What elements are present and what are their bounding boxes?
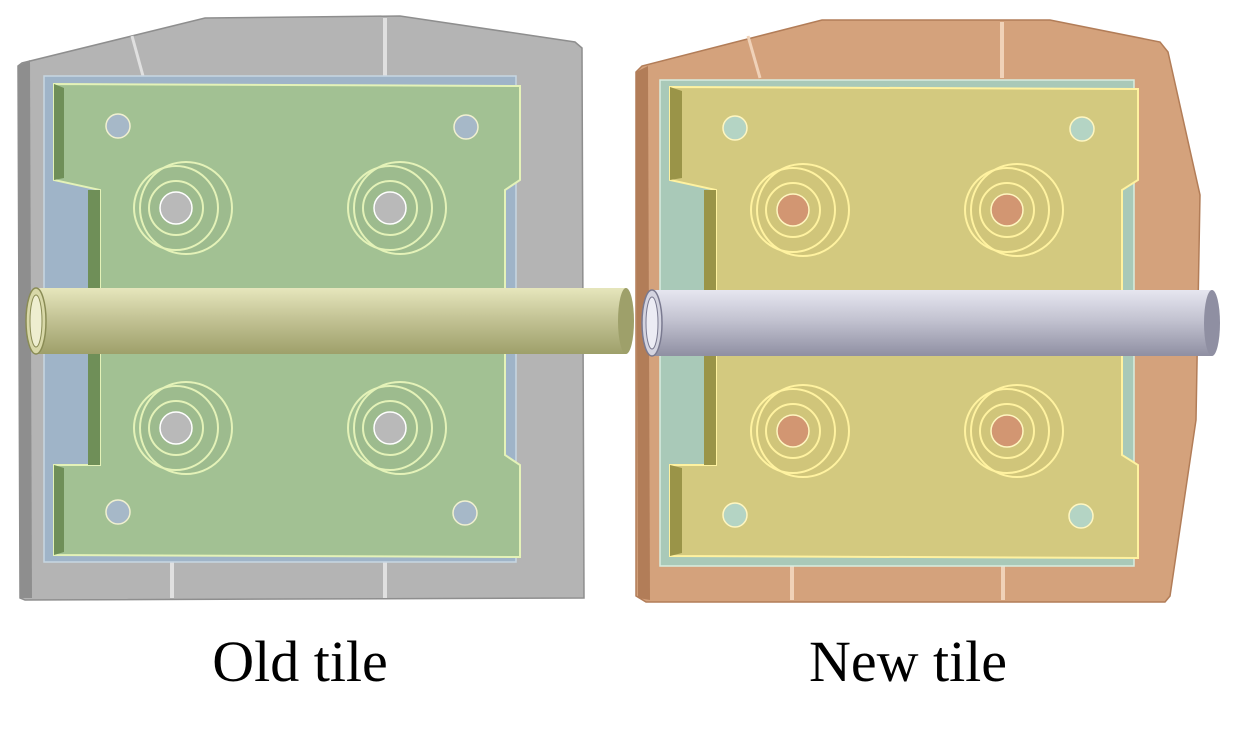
- new-tile-boss: [750, 163, 850, 257]
- old-tile-hole: [105, 499, 131, 525]
- new-tile-hole: [722, 502, 748, 528]
- old-tile-hole: [105, 113, 131, 139]
- new-tile-boss: [750, 384, 850, 478]
- old-tile-boss: [347, 161, 447, 255]
- old-tile-hole: [452, 500, 478, 526]
- new-tile-hole: [722, 115, 748, 141]
- new-tile-pipe: [641, 289, 1220, 357]
- new-tile-bosses: [750, 163, 1064, 478]
- new-tile-seam: [746, 35, 762, 79]
- new-tile-caption: New tile: [808, 629, 1008, 694]
- new-tile-boss: [964, 163, 1064, 257]
- new-tile-corner-holes: [722, 115, 1095, 529]
- old-tile-boss: [347, 381, 447, 475]
- old-tile-bosses: [133, 161, 447, 475]
- old-tile-boss: [133, 381, 233, 475]
- new-tile-front-plate-side: [670, 87, 716, 556]
- old-tile-pipe: [25, 287, 634, 355]
- new-tile-boss: [964, 384, 1064, 478]
- new-tile-hole: [1068, 503, 1094, 529]
- old-tile-assembly: [17, 15, 634, 601]
- old-tile-corner-holes: [105, 113, 479, 526]
- old-tile-hole: [453, 114, 479, 140]
- new-tile-hole: [1069, 116, 1095, 142]
- old-tile-caption: Old tile: [212, 629, 388, 694]
- old-tile-front-plate-side: [54, 84, 100, 555]
- old-tile-boss: [133, 161, 233, 255]
- new-tile-assembly: [635, 19, 1220, 603]
- old-tile-seam: [130, 35, 145, 77]
- old-tile-housing-left-edge: [18, 60, 32, 598]
